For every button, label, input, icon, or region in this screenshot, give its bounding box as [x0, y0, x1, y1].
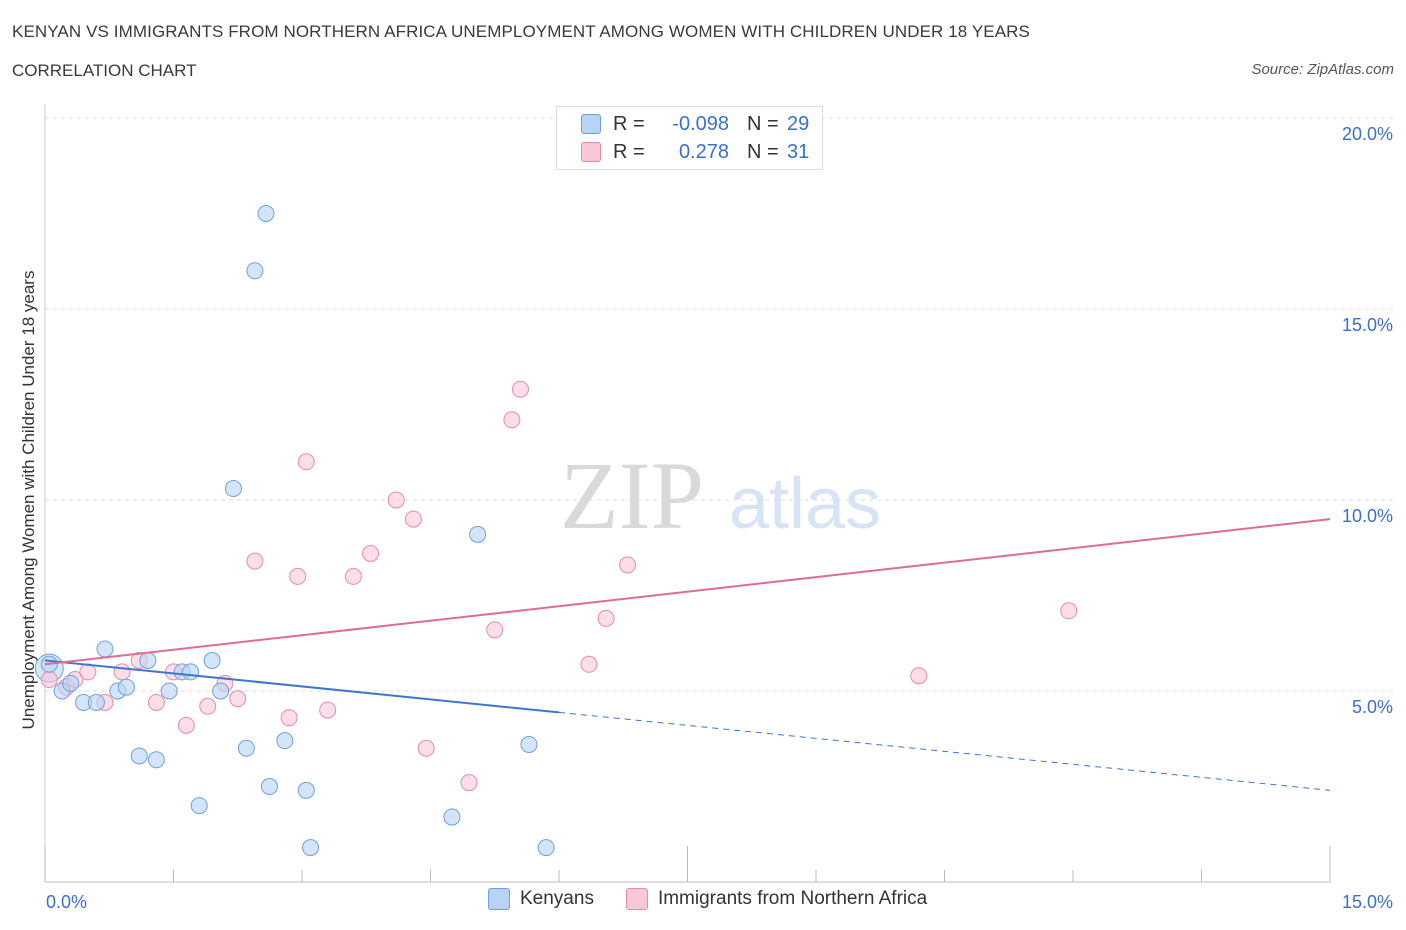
legend-row-kenyans: R = -0.098 N = 29 — [581, 112, 809, 136]
kenyans-point — [160, 682, 178, 700]
immigrants-swatch — [581, 142, 601, 162]
kenyans-point — [117, 678, 135, 696]
kenyans-point — [182, 663, 200, 681]
immigrants-trend-line — [44, 518, 1331, 666]
kenyans-point — [190, 797, 208, 815]
kenyans-point — [469, 525, 487, 543]
kenyans-point — [297, 781, 315, 799]
legend-label-immigrants: Immigrants from Northern Africa — [657, 888, 928, 909]
immigrants-point — [280, 709, 298, 727]
immigrants-point — [597, 609, 615, 627]
kenyans-point — [443, 808, 461, 826]
immigrants-legend-swatch — [625, 888, 648, 910]
immigrants-point — [511, 380, 529, 398]
kenyans-point — [62, 674, 80, 692]
y-tick-label: 15.0% — [1342, 315, 1393, 335]
legend-r-label: R = — [613, 140, 645, 163]
immigrants-point — [503, 411, 521, 429]
kenyans-point — [96, 640, 114, 658]
immigrants-point — [177, 716, 195, 734]
chart-title: KENYAN VS IMMIGRANTS FROM NORTHERN AFRIC… — [12, 22, 1030, 41]
watermark-atlas: atlas — [729, 464, 881, 544]
legend-item-immigrants: Immigrants from Northern Africa — [625, 888, 928, 910]
kenyans-swatch — [581, 114, 601, 134]
legend-item-kenyans: Kenyans — [488, 888, 594, 910]
legend-r-label: R = — [613, 112, 645, 135]
legend-r-value: -0.098 — [672, 112, 729, 135]
immigrants-point — [362, 544, 380, 562]
kenyans-point — [212, 682, 230, 700]
immigrants-point — [40, 671, 58, 689]
immigrants-point — [387, 491, 405, 509]
kenyans-point — [130, 747, 148, 765]
immigrants-point — [486, 621, 504, 639]
x-tick-label-max: 15.0% — [1342, 892, 1393, 912]
y-tick-label: 20.0% — [1342, 124, 1393, 144]
legend-n-value: 31 — [787, 140, 810, 163]
kenyans-point — [147, 751, 165, 769]
kenyans-point — [257, 205, 275, 222]
kenyans-point — [203, 651, 221, 669]
immigrants-point — [289, 567, 307, 585]
immigrants-point — [1060, 602, 1078, 620]
y-tick-label: 10.0% — [1342, 506, 1393, 526]
legend-n-value: 29 — [787, 112, 810, 135]
kenyans-point — [302, 839, 320, 857]
kenyans-point — [537, 839, 555, 857]
immigrants-point — [460, 774, 478, 792]
immigrants-point — [344, 567, 362, 585]
kenyans-point — [139, 651, 157, 669]
immigrants-point — [229, 690, 247, 708]
watermark-zip: ZIP — [560, 442, 704, 549]
y-axis-title: Unemployment Among Women with Children U… — [19, 271, 38, 730]
kenyans-point — [276, 732, 294, 750]
kenyans-point — [87, 693, 105, 711]
kenyans-point — [260, 778, 278, 795]
kenyans-point — [246, 262, 264, 280]
source-credit: Source: ZipAtlas.com — [1251, 61, 1394, 78]
kenyans-trend-extension — [558, 711, 1331, 791]
immigrants-point — [619, 556, 637, 574]
immigrants-point — [580, 655, 598, 673]
series-legend: Kenyans Immigrants from Northern Africa — [488, 888, 959, 910]
y-tick-label: 5.0% — [1352, 697, 1393, 717]
immigrants-point — [417, 739, 435, 757]
immigrants-point — [910, 667, 928, 685]
kenyans-trend-line — [44, 659, 560, 714]
correlation-legend: R = -0.098 N = 29 R = 0.278 N = 31 — [556, 106, 823, 170]
legend-label-kenyans: Kenyans — [520, 888, 594, 909]
immigrants-point — [404, 510, 422, 528]
kenyans-point — [520, 735, 538, 753]
immigrants-point — [246, 552, 264, 570]
kenyans-legend-swatch — [488, 888, 510, 910]
immigrants-point — [113, 663, 131, 681]
legend-r-value: 0.278 — [678, 140, 729, 163]
legend-n-label: N = — [747, 112, 779, 135]
immigrants-point — [199, 697, 217, 715]
legend-row-immigrants: R = 0.278 N = 31 — [581, 140, 809, 164]
immigrants-point — [297, 453, 315, 471]
kenyans-point — [237, 739, 255, 757]
immigrants-point — [319, 701, 337, 719]
immigrants-point — [147, 693, 165, 711]
legend-n-label: N = — [747, 140, 779, 163]
chart-subtitle: CORRELATION CHART — [12, 61, 197, 80]
x-tick-label-min: 0.0% — [46, 892, 87, 912]
kenyans-point — [224, 480, 242, 498]
